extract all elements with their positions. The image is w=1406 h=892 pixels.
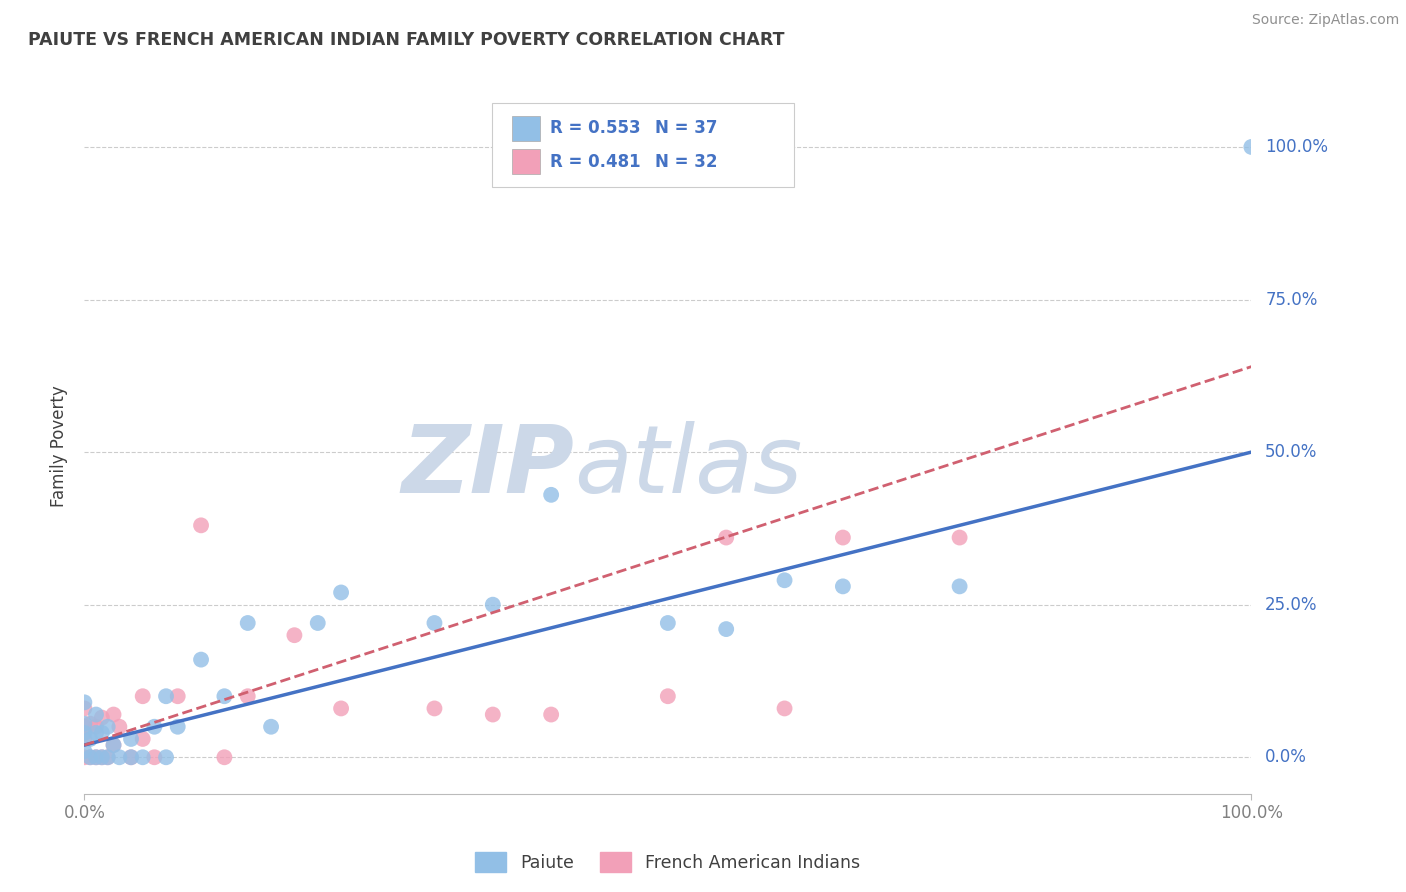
Point (190, 518, 212, 533)
Point (1240, 140, 1263, 154)
Point (84, 750, 107, 764)
Point (190, 652, 212, 666)
Point (236, 690, 259, 704)
Point (73, 695, 96, 709)
Text: 100.0%: 100.0% (1265, 138, 1329, 156)
Point (214, 750, 236, 764)
Point (97, 720, 120, 734)
Point (773, 574, 796, 588)
Point (166, 720, 188, 734)
Point (155, 750, 177, 764)
Legend: Paiute, French American Indians: Paiute, French American Indians (468, 846, 868, 880)
Text: PAIUTE VS FRENCH AMERICAN INDIAN FAMILY POVERTY CORRELATION CHART: PAIUTE VS FRENCH AMERICAN INDIAN FAMILY … (28, 31, 785, 49)
Text: ZIP: ZIP (402, 421, 575, 513)
Text: N = 32: N = 32 (655, 153, 717, 170)
Point (73, 701, 96, 715)
Point (716, 622, 738, 636)
Point (214, 690, 236, 704)
Point (120, 731, 142, 746)
Point (236, 615, 259, 630)
Point (481, 707, 505, 722)
Point (657, 690, 679, 704)
Point (540, 707, 562, 722)
Text: 25.0%: 25.0% (1265, 596, 1317, 614)
Point (103, 738, 125, 752)
Point (84, 720, 107, 734)
Text: R = 0.553: R = 0.553 (550, 120, 640, 137)
Point (90, 726, 112, 740)
Point (949, 579, 972, 593)
Point (155, 690, 177, 704)
Point (132, 731, 155, 746)
Point (73, 744, 96, 758)
Point (79, 716, 101, 731)
Point (103, 738, 125, 752)
Point (73, 720, 96, 734)
Point (143, 750, 166, 764)
Point (84, 750, 107, 764)
Point (73, 731, 96, 746)
Text: 75.0%: 75.0% (1265, 291, 1317, 309)
Point (90, 750, 112, 764)
Point (260, 720, 283, 734)
Point (657, 615, 679, 630)
Point (79, 750, 101, 764)
Point (108, 750, 131, 764)
Point (79, 750, 101, 764)
Point (330, 585, 353, 599)
Text: atlas: atlas (575, 421, 803, 512)
Point (79, 731, 101, 746)
Point (108, 720, 131, 734)
Point (90, 750, 112, 764)
Text: N = 37: N = 37 (655, 120, 717, 137)
Text: 0.0%: 0.0% (1265, 748, 1308, 766)
Point (120, 750, 142, 764)
Point (330, 701, 353, 715)
Point (90, 710, 112, 724)
Point (84, 726, 107, 740)
Y-axis label: Family Poverty: Family Poverty (51, 385, 69, 507)
Text: 50.0%: 50.0% (1265, 443, 1317, 461)
Point (132, 690, 155, 704)
Point (103, 707, 125, 722)
Point (132, 750, 155, 764)
Point (84, 707, 107, 722)
Point (283, 628, 305, 642)
Point (73, 726, 96, 740)
Point (97, 750, 120, 764)
Point (73, 716, 96, 731)
Point (423, 701, 446, 715)
Point (97, 750, 120, 764)
Point (832, 531, 855, 545)
Point (481, 598, 505, 612)
Point (143, 720, 166, 734)
Point (166, 690, 188, 704)
Point (540, 488, 562, 502)
Point (423, 615, 446, 630)
Text: R = 0.481: R = 0.481 (550, 153, 640, 170)
Point (73, 750, 96, 764)
Point (120, 750, 142, 764)
Text: Source: ZipAtlas.com: Source: ZipAtlas.com (1251, 13, 1399, 28)
Point (832, 579, 855, 593)
Point (307, 615, 329, 630)
Point (773, 701, 796, 715)
Point (949, 531, 972, 545)
Point (716, 531, 738, 545)
